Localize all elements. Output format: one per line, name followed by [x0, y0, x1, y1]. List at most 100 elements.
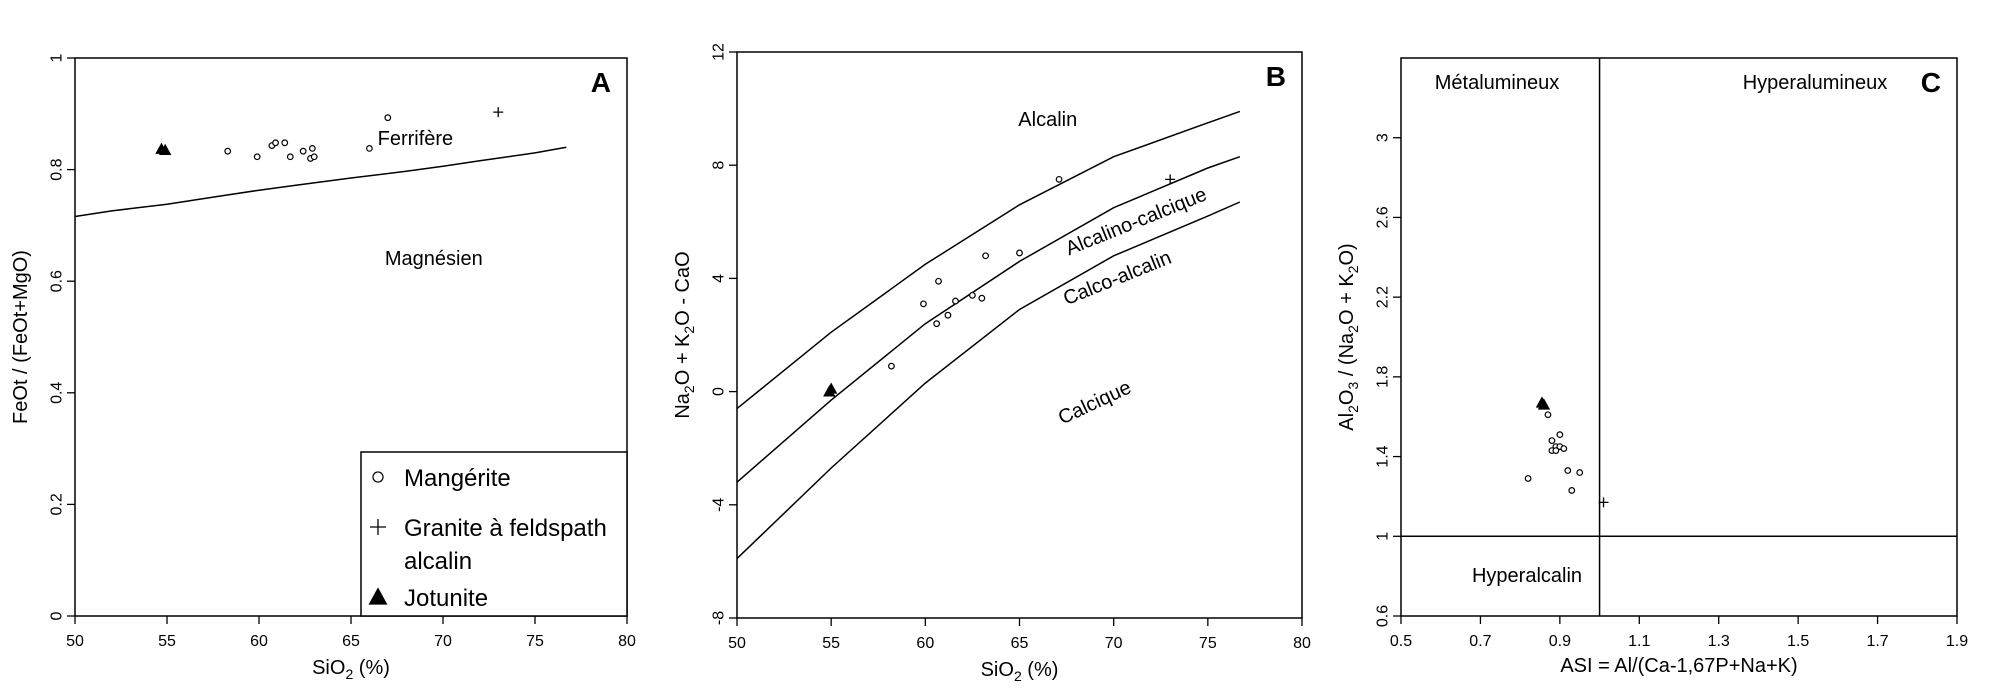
x-axis-label: SiO2 (%) — [312, 657, 390, 682]
data-point — [310, 153, 318, 161]
data-point — [1524, 475, 1532, 482]
x-tick-label: 0.7 — [1469, 633, 1491, 650]
data-point — [224, 147, 232, 155]
legend-label: Mangérite — [404, 465, 511, 492]
y-axis-label-part: 2 — [1345, 405, 1361, 413]
data-point — [1537, 398, 1551, 410]
x-axis-label-sub: 2 — [345, 666, 353, 682]
y-tick-label: 1.8 — [1375, 366, 1392, 388]
x-axis-label-sub: 2 — [1014, 668, 1022, 684]
region-label: Ferrifère — [378, 128, 454, 150]
x-tick-label: 50 — [728, 635, 746, 652]
data-point — [824, 382, 838, 394]
y-tick-label: 0.8 — [49, 158, 66, 180]
y-tick-label: 3 — [1375, 133, 1392, 142]
x-axis-label-main: SiO — [981, 659, 1014, 681]
boundary-line-1 — [736, 110, 1241, 410]
y-axis-label-part: 2 — [681, 326, 697, 334]
y-axis-label: FeOt / (FeOt+MgO) — [10, 250, 32, 424]
data-point — [982, 252, 989, 260]
data-point — [1560, 445, 1568, 453]
data-point — [299, 147, 307, 155]
data-point — [969, 291, 976, 299]
y-axis-label-part: 2 — [681, 385, 697, 393]
series-triangle — [823, 382, 838, 397]
x-tick-label: 0.9 — [1549, 633, 1571, 650]
data-point — [1055, 175, 1063, 183]
series-plus — [493, 107, 504, 118]
legend-label: Granite à feldspath — [404, 515, 607, 542]
y-axis-label: Al2O3 / (Na2O + K2O) — [1336, 243, 1361, 430]
region-label: Alcalin — [1018, 109, 1077, 131]
x-tick-label: 75 — [526, 633, 544, 650]
boundary-line-3 — [736, 201, 1241, 560]
legend-marker — [370, 519, 386, 535]
x-axis-label-tail: (%) — [353, 657, 390, 679]
y-axis-label-part: 2 — [1345, 325, 1361, 333]
region-label: Alcalino-calcique — [1063, 183, 1210, 260]
data-point — [281, 139, 289, 147]
x-tick-label: 50 — [66, 633, 84, 650]
y-axis-label-part: 3 — [1345, 382, 1361, 390]
y-tick-label: 1 — [1375, 532, 1392, 541]
boundary-line — [74, 146, 567, 218]
data-point — [1548, 437, 1556, 445]
data-point — [935, 277, 942, 285]
data-point — [933, 320, 941, 328]
x-tick-label: 55 — [822, 635, 840, 652]
region-label: Magnésien — [385, 248, 483, 270]
series-triangle — [1535, 396, 1551, 410]
data-point — [1576, 469, 1584, 476]
panel-letter: C — [1921, 67, 1941, 98]
data-point — [253, 153, 261, 161]
panel-a: 50 55 60 65 70 75 80 0 0.2 0.4 0.6 0.8 1 SiO2 (%) FeOt… — [10, 53, 636, 682]
x-tick-label: 1.5 — [1787, 633, 1809, 650]
legend-label: Jotunite — [404, 585, 488, 612]
x-axis-label: SiO2 (%) — [981, 659, 1059, 684]
y-axis-label: Na2O + K2O - CaO — [672, 251, 697, 418]
y-tick-label: 0.6 — [49, 270, 66, 292]
data-point — [1556, 431, 1564, 439]
y-tick-label: 1 — [49, 53, 66, 62]
y-axis-label-part: 2 — [1345, 265, 1361, 273]
x-tick-label: 65 — [1011, 635, 1029, 652]
y-axis-label-part: O — [1336, 390, 1358, 406]
y-axis-label-part: O - CaO — [672, 251, 694, 325]
y-axis-label-part: O + K — [672, 333, 694, 385]
data-point — [158, 143, 172, 155]
boundary-line-2 — [736, 155, 1241, 483]
x-tick-label: 1.3 — [1708, 633, 1730, 650]
data-point — [493, 107, 504, 118]
panel-letter: B — [1266, 61, 1286, 92]
y-tick-label: 0.2 — [49, 493, 66, 515]
data-point — [952, 297, 959, 305]
data-point — [1552, 447, 1560, 454]
x-tick-label: 1.9 — [1946, 633, 1968, 650]
series-circle — [224, 114, 392, 162]
series-plus — [1165, 174, 1176, 185]
legend-marker — [372, 471, 384, 483]
y-tick-label: -4 — [711, 498, 728, 512]
y-tick-label: -8 — [711, 611, 728, 625]
data-point — [1165, 174, 1176, 185]
data-point — [1016, 249, 1023, 257]
x-tick-label: 55 — [158, 633, 176, 650]
x-tick-label: 80 — [1293, 635, 1311, 652]
data-point — [944, 311, 952, 319]
y-tick-label: 0.6 — [1375, 605, 1392, 627]
y-axis-label-part: Al — [1336, 413, 1358, 431]
x-tick-label: 70 — [1105, 635, 1123, 652]
series-plus — [1598, 497, 1609, 508]
x-tick-label: 75 — [1199, 635, 1217, 652]
x-tick-label: 80 — [618, 633, 636, 650]
x-tick-label: 70 — [434, 633, 452, 650]
y-tick-label: 0 — [711, 387, 728, 396]
series-circle — [1524, 411, 1584, 494]
series-circle — [888, 175, 1063, 370]
x-tick-label: 60 — [250, 633, 268, 650]
y-tick-label: 1.4 — [1375, 445, 1392, 467]
data-point — [384, 114, 392, 122]
data-point — [308, 144, 316, 152]
